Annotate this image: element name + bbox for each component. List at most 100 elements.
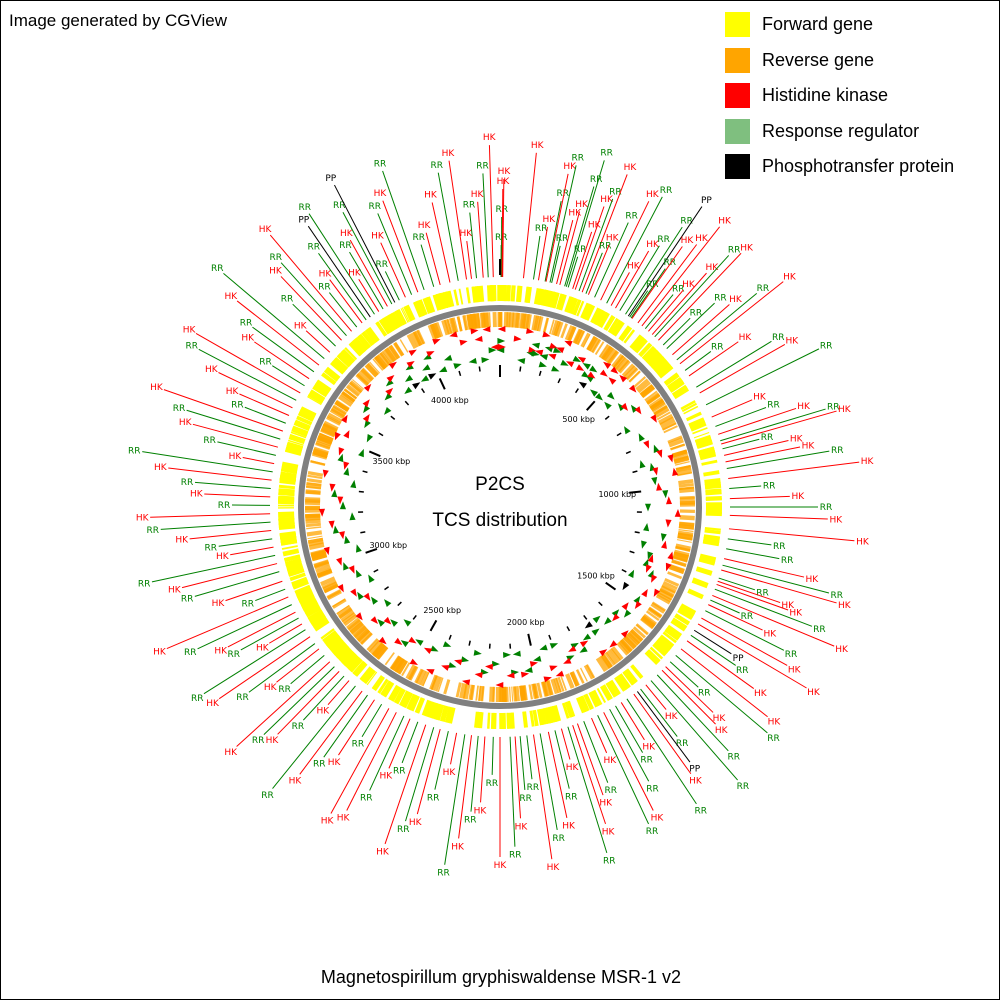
- callout-line-rr: [248, 643, 316, 693]
- reverse-gene: [332, 404, 347, 415]
- tcs-arrow-hk: [651, 574, 658, 583]
- forward-gene: [688, 417, 705, 428]
- tcs-arrow-hk: [629, 384, 637, 393]
- forward-gene: [284, 447, 302, 456]
- reverse-gene: [512, 312, 518, 328]
- minor-tick: [632, 470, 638, 474]
- tcs-arrow-rr: [624, 426, 631, 435]
- reverse-gene: [416, 329, 426, 345]
- tcs-arrow-rr: [460, 656, 470, 663]
- callout-label-rr: RR: [757, 284, 770, 294]
- tcs-arrow-rr: [355, 569, 362, 578]
- tcs-arrow-rr: [660, 533, 667, 542]
- minor-tick: [519, 366, 522, 372]
- tcs-arrow-hk: [528, 346, 537, 353]
- tcs-arrow-rr: [439, 366, 448, 373]
- forward-gene: [384, 314, 398, 331]
- forward-gene: [616, 676, 627, 691]
- reverse-gene: [312, 448, 329, 457]
- forward-gene: [300, 598, 317, 608]
- reverse-gene: [630, 629, 644, 642]
- forward-gene: [591, 308, 604, 325]
- tcs-arrow-hk: [549, 342, 558, 349]
- reverse-gene: [521, 313, 526, 329]
- forward-gene: [507, 285, 510, 302]
- reverse-gene: [534, 315, 541, 332]
- callout-line-hk: [587, 244, 610, 295]
- reverse-gene: [671, 559, 687, 568]
- reverse-gene: [675, 465, 691, 471]
- tcs-arrow-rr: [651, 477, 658, 486]
- tick-label: 3000 kbp: [369, 541, 407, 550]
- tcs-arrow-hk: [322, 469, 329, 478]
- callout-line-rr: [252, 326, 315, 373]
- callout-line-hk: [189, 529, 272, 540]
- tick-label: 500 kbp: [562, 415, 595, 424]
- forward-gene: [632, 336, 645, 351]
- minor-tick: [390, 415, 396, 420]
- callout-label-hk: HK: [294, 321, 308, 331]
- forward-gene: [299, 594, 316, 606]
- callout-label-hk: HK: [224, 292, 238, 302]
- callout-line-rr: [405, 727, 435, 822]
- callout-line-rr: [684, 351, 712, 371]
- callout-label-hk: HK: [154, 463, 168, 473]
- reverse-gene: [385, 347, 397, 362]
- callout-line-rr: [308, 213, 375, 315]
- callout-line-hk: [384, 724, 427, 845]
- callout-line-rr: [437, 172, 459, 281]
- callout-line-hk: [665, 666, 714, 713]
- reverse-gene: [551, 320, 560, 336]
- callout-label-rr: RR: [813, 625, 826, 635]
- reverse-gene: [532, 683, 538, 699]
- forward-gene: [510, 712, 515, 729]
- tcs-arrow-hk: [423, 647, 433, 654]
- reverse-gene: [565, 673, 575, 689]
- callout-line-hk: [280, 276, 342, 341]
- forward-gene: [278, 484, 296, 490]
- tcs-arrow-hk: [449, 331, 458, 338]
- callout-label-rr: RR: [711, 343, 724, 353]
- reverse-gene: [656, 411, 671, 421]
- legend-label-histidine-kinase: Histidine kinase: [762, 85, 889, 106]
- reverse-gene: [308, 542, 325, 551]
- forward-gene: [393, 687, 406, 705]
- tcs-arrow-rr: [531, 342, 540, 349]
- reverse-gene: [305, 514, 321, 517]
- callout-label-rr: RR: [728, 753, 741, 763]
- reverse-gene: [406, 333, 418, 350]
- callout-label-rr: RR: [427, 793, 440, 803]
- callout-label-rr: RR: [138, 580, 151, 590]
- callout-label-hk: HK: [376, 848, 390, 858]
- callout-line-hk: [648, 289, 684, 332]
- forward-gene: [681, 402, 697, 413]
- tcs-arrow-pp: [412, 382, 421, 390]
- callout-line-rr: [255, 588, 286, 602]
- reverse-gene: [307, 470, 324, 477]
- reverse-gene: [327, 412, 343, 423]
- callout-label-hk: HK: [753, 393, 767, 403]
- forward-gene: [341, 651, 357, 667]
- forward-gene: [309, 612, 326, 626]
- tcs-arrow-rr: [344, 535, 351, 544]
- forward-gene: [399, 690, 410, 707]
- callout-label-rr: RR: [397, 825, 410, 835]
- reverse-gene: [422, 672, 430, 687]
- tcs-arrow-hk: [406, 361, 415, 368]
- callout-label-rr: RR: [767, 401, 780, 411]
- reverse-gene: [670, 564, 685, 571]
- reverse-gene: [412, 331, 422, 346]
- genome-backbone-ring: [298, 305, 702, 709]
- reverse-gene: [336, 604, 351, 616]
- forward-gene: [281, 545, 298, 550]
- callout-label-hk: HK: [214, 647, 228, 657]
- callout-label-hk: HK: [494, 861, 508, 871]
- reverse-gene: [366, 362, 380, 377]
- forward-gene: [418, 300, 426, 316]
- minor-tick: [360, 531, 366, 534]
- callout-line-hk: [717, 580, 781, 604]
- reverse-gene: [656, 592, 672, 603]
- callout-label-hk: HK: [498, 167, 512, 177]
- tcs-arrow-rr: [343, 562, 349, 571]
- reverse-gene: [414, 668, 424, 684]
